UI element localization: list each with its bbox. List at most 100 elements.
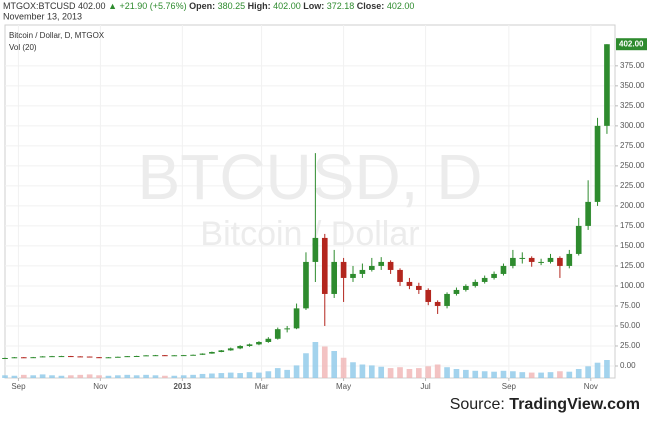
candle-body [265, 338, 272, 342]
high-value: 402.00 [273, 1, 301, 11]
volume-bar [406, 369, 413, 378]
candle-body [434, 301, 441, 306]
candle-body [115, 356, 121, 358]
y-tick-label: 350.00 [620, 81, 645, 90]
indicator-legend: Vol (20) [9, 43, 37, 52]
volume-bar [124, 374, 131, 378]
candle-body [463, 285, 469, 290]
watermark: BTCUSD, D [138, 141, 483, 213]
volume-bar [538, 372, 544, 378]
volume-bar [510, 371, 516, 378]
y-tick-label: 225.00 [620, 181, 645, 190]
candle-body [350, 273, 356, 278]
candle-body [68, 356, 74, 358]
last-price-tag [616, 38, 647, 51]
y-tick-label: 0.00 [620, 361, 636, 370]
x-tick-label: Jul [420, 382, 430, 391]
candle-body [331, 261, 338, 294]
candle-body [510, 257, 516, 266]
volume-bar [594, 362, 601, 378]
volume-bar [265, 371, 272, 378]
low-value: 372.18 [327, 1, 355, 11]
volume-bar [519, 372, 526, 378]
candle-body [604, 44, 610, 126]
high-label: High: [248, 1, 271, 11]
candle-body [416, 285, 422, 290]
volume-bar [387, 368, 394, 378]
watermark-subtitle: Bitcoin / Dollar [200, 215, 419, 253]
last-price-label: 402.00 [619, 39, 644, 48]
x-tick-label: Sep [502, 382, 517, 391]
volume-bar [547, 372, 554, 378]
candle-body [481, 277, 488, 282]
volume-bar [444, 367, 450, 378]
x-tick-label: May [336, 382, 351, 391]
volume-bar [463, 369, 469, 378]
candle-body [11, 357, 18, 359]
close-value: 402.00 [387, 1, 415, 11]
candle-body [133, 355, 140, 357]
data-layer [2, 44, 610, 359]
volume-bar [115, 375, 121, 378]
candle-body [500, 265, 507, 274]
volume-bar [49, 375, 55, 378]
candle-body [303, 261, 309, 309]
candle-body [566, 253, 573, 266]
volume-bar [312, 342, 319, 378]
volume-bar [293, 365, 300, 378]
volume-bar [557, 371, 563, 378]
volume-bar [190, 374, 196, 378]
source-name: TradingView.com [509, 396, 640, 413]
plot-frame [4, 24, 616, 379]
x-tick-label: Nov [93, 382, 107, 391]
candle-body [585, 201, 591, 226]
volume-bar [86, 374, 93, 378]
direction-arrow: ▲ [108, 1, 117, 11]
header-quote: MTGOX:BTCUSD 402.00 ▲ +21.90 (+5.76%) Op… [3, 1, 414, 11]
candle-body [86, 356, 93, 358]
candle-body [340, 261, 347, 278]
volume-bar [20, 374, 27, 378]
candle-body [2, 357, 8, 359]
y-tick-label: 250.00 [620, 161, 645, 170]
y-tick-label: 300.00 [620, 121, 645, 130]
source: Source: TradingView.com [450, 396, 640, 413]
volume-bar [397, 367, 403, 378]
candle-body [105, 357, 112, 359]
volume-bar [133, 375, 140, 378]
y-tick-label: 50.00 [620, 321, 641, 330]
source-prefix: Source: [450, 396, 505, 413]
symbol: MTGOX:BTCUSD [3, 1, 76, 11]
volume-bar [481, 371, 488, 378]
y-tick-label: 100.00 [620, 281, 645, 290]
volume-bar [39, 374, 46, 378]
volume-bar [2, 375, 8, 378]
volume-bar [528, 372, 535, 378]
y-tick-label: 125.00 [620, 261, 645, 270]
candle-body [180, 355, 187, 357]
x-tick-label: Sep [11, 382, 26, 391]
candle-body [190, 354, 196, 356]
volume-bar [434, 364, 441, 378]
candle-body [575, 225, 582, 254]
candle-body [274, 329, 281, 339]
candle-body [406, 281, 413, 286]
volume-bar [68, 375, 74, 378]
volume-bar [77, 374, 84, 378]
date: November 13, 2013 [3, 11, 82, 21]
volume-bar [378, 366, 385, 378]
x-tick-label: Nov [584, 382, 598, 391]
candle-body [444, 293, 450, 306]
candle-body [58, 356, 65, 358]
y-tick-label: 275.00 [620, 141, 645, 150]
volume-bar [96, 375, 102, 378]
volume-bar [237, 373, 243, 378]
candle-body [39, 356, 46, 358]
volume-bar [180, 375, 187, 378]
y-tick-label: 25.00 [620, 341, 641, 350]
candle-body [171, 355, 178, 357]
x-tick-label: 2013 [173, 382, 191, 391]
volume-bar [162, 375, 168, 378]
volume-bar [303, 353, 309, 378]
